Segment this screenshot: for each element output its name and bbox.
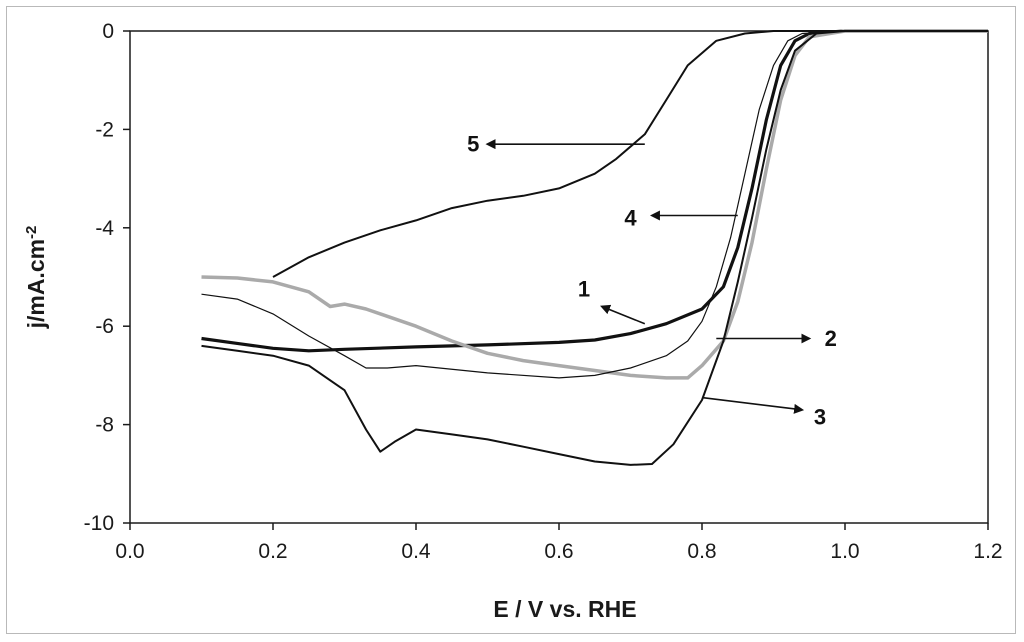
plot-area-border xyxy=(129,30,989,524)
y-tick-label: -10 xyxy=(84,512,114,535)
series-layer xyxy=(201,29,988,466)
x-tick-label: 0.0 xyxy=(115,540,144,563)
curve-label-4: 4 xyxy=(624,205,637,230)
chart-frame xyxy=(6,6,1016,634)
x-tick-label: 0.6 xyxy=(544,540,573,563)
curve-label-5: 5 xyxy=(467,132,479,157)
y-tick-label: -2 xyxy=(95,118,114,141)
curve-label-3: 3 xyxy=(814,405,826,430)
x-tick-label: 1.2 xyxy=(973,540,1002,563)
series-5-line xyxy=(272,30,988,278)
x-tick-label: 0.2 xyxy=(258,540,287,563)
y-tick-label: -6 xyxy=(95,315,114,338)
y-tick-label: 0 xyxy=(102,20,114,43)
x-axis-title: E / V vs. RHE xyxy=(493,596,636,622)
y-tick-label: -4 xyxy=(95,217,114,240)
annotation-arrow-1 xyxy=(600,304,646,325)
axes: 0.0 0.2 0.4 0.6 0.8 1.0 1.2 0 -2 -4 -6 -8 -10 xyxy=(84,20,1003,563)
annotation-arrow-3 xyxy=(701,396,805,414)
annotation-layer: 5 4 1 2 3 xyxy=(467,132,837,430)
curve-label-2: 2 xyxy=(825,326,837,351)
curve-label-1: 1 xyxy=(578,277,590,302)
y-axis-title: j/mA.cm-2 xyxy=(23,226,50,330)
x-tick-label: 0.8 xyxy=(687,540,716,563)
x-tick-label: 1.0 xyxy=(830,540,859,563)
series-2-line xyxy=(201,29,988,380)
series-3-line xyxy=(201,30,988,466)
series-4-line xyxy=(201,30,988,379)
x-tick-label: 0.4 xyxy=(401,540,431,563)
y-tick-label: -8 xyxy=(95,414,114,437)
y-axis-title-main: j/mA.cm xyxy=(23,239,49,329)
y-axis-title-superscript: -2 xyxy=(23,226,40,239)
series-1-line xyxy=(201,29,988,353)
